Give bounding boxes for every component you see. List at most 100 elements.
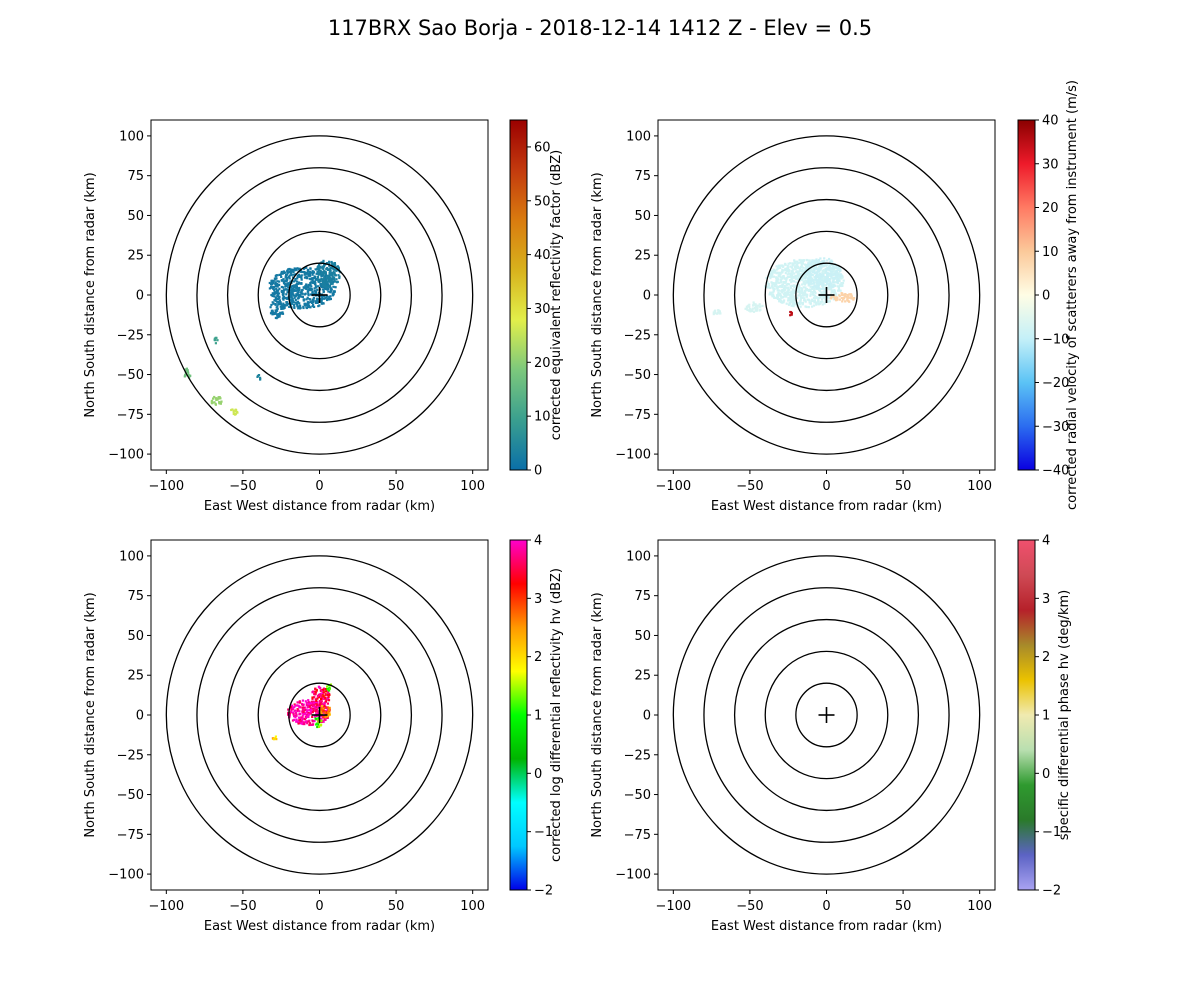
- range-ring-100km: [165, 555, 474, 875]
- x-axis-label: East West distance from radar (km): [204, 919, 435, 934]
- range-ring-80km: [196, 587, 443, 843]
- range-ring-40km: [257, 650, 382, 780]
- colorbar-tick-label: 40: [534, 248, 551, 263]
- echo-cluster-velocity-4: [712, 309, 722, 316]
- echo-cluster-reflectivity-7: [256, 374, 262, 381]
- y-tick-label: 50: [127, 209, 144, 224]
- colorbar-tick-label: 60: [534, 140, 551, 155]
- y-tick-label: 25: [127, 669, 144, 684]
- colorbar-tick-label: 2: [1042, 650, 1050, 665]
- y-tick-label: 100: [626, 549, 651, 564]
- y-tick-label: 50: [634, 629, 651, 644]
- y-tick-label: 100: [119, 129, 144, 144]
- x-tick-label: 0: [822, 899, 830, 914]
- echo-cluster-reflectivity-3: [213, 336, 219, 345]
- x-tick-label: 100: [460, 479, 485, 494]
- x-tick-label: −50: [229, 899, 256, 914]
- colorbar-tick-label: 0: [534, 464, 542, 479]
- y-tick-label: −50: [624, 368, 651, 383]
- colorbar-label: specific differential phase hv (deg/km): [1057, 590, 1072, 840]
- colorbar-tick-label: −30: [1042, 420, 1069, 435]
- x-axis-label: East West distance from radar (km): [711, 499, 942, 514]
- y-tick-label: 100: [626, 129, 651, 144]
- colorbar-tick-label: 40: [1042, 114, 1059, 129]
- x-tick-label: −100: [655, 479, 691, 494]
- x-tick-label: 100: [967, 899, 992, 914]
- x-tick-label: −100: [148, 479, 184, 494]
- colorbar-tick-label: −1: [534, 825, 553, 840]
- y-tick-label: −100: [108, 868, 144, 883]
- range-ring-80km: [703, 167, 950, 423]
- echo-cluster-velocity-2: [829, 292, 856, 303]
- colorbar-tick-label: −40: [1042, 464, 1069, 479]
- x-tick-label: 50: [895, 479, 912, 494]
- colorbar-tick-label: 20: [534, 356, 551, 371]
- y-tick-label: −50: [117, 788, 144, 803]
- y-tick-label: 25: [127, 249, 144, 264]
- colorbar-tick-label: −20: [1042, 376, 1069, 391]
- y-tick-label: 0: [136, 289, 144, 304]
- y-tick-label: 100: [119, 549, 144, 564]
- y-tick-label: −50: [624, 788, 651, 803]
- colorbar-tick-label: 1: [534, 709, 542, 724]
- echo-cluster-zdr-1: [311, 685, 331, 709]
- y-tick-label: −25: [117, 748, 144, 763]
- range-ring-20km: [288, 262, 351, 328]
- range-ring-60km: [226, 198, 413, 392]
- colorbar-tick-label: 2: [534, 650, 542, 665]
- colorbar-tick-label: 3: [1042, 592, 1050, 607]
- colorbar-tick-label: 10: [1042, 245, 1059, 260]
- figure-title: 117BRX Sao Borja - 2018-12-14 1412 Z - E…: [327, 16, 873, 40]
- colorbar-label: corrected equivalent reflectivity factor…: [549, 150, 564, 441]
- echo-cluster-velocity-1: [803, 257, 843, 291]
- colorbar-tick-label: −10: [1042, 332, 1069, 347]
- echo-cluster-velocity-5: [789, 310, 793, 317]
- data-area-zdr: [165, 555, 474, 875]
- range-ring-60km: [733, 198, 920, 392]
- x-tick-label: −50: [736, 899, 763, 914]
- colorbar-tick-label: 4: [534, 534, 542, 549]
- panel-zdr: −100 −50 0 50 100 −100 −75 −50 −25 0 25 50 75 100 East…: [83, 534, 564, 935]
- colorbar-tick-label: 20: [1042, 201, 1059, 216]
- x-tick-label: 0: [822, 479, 830, 494]
- colorbar-tick-label: 0: [534, 767, 542, 782]
- colorbar-tick-label: 50: [534, 194, 551, 209]
- x-tick-label: 50: [388, 899, 405, 914]
- colorbar-tick-label: 0: [1042, 767, 1050, 782]
- x-tick-label: −100: [655, 899, 691, 914]
- colorbar-tick-label: −1: [1042, 825, 1061, 840]
- panel-velocity: −100 −50 0 50 100−100−75−50−250255075100East…: [590, 80, 1080, 514]
- x-axis-label: East West distance from radar (km): [711, 919, 942, 934]
- x-axis-label: East West distance from radar (km): [204, 499, 435, 514]
- x-tick-label: 50: [895, 899, 912, 914]
- y-tick-label: −75: [117, 408, 144, 423]
- colorbar-tick-label: 3: [534, 592, 542, 607]
- y-tick-label: 75: [634, 169, 651, 184]
- y-tick-label: 0: [643, 289, 651, 304]
- y-tick-label: −100: [615, 448, 651, 463]
- y-tick-label: 25: [634, 669, 651, 684]
- panel-kdp: −100 −50 0 50 100 −100 −75 −50 −25 0 25 50 75 100 East…: [590, 534, 1072, 935]
- data-area-kdp: [672, 555, 981, 875]
- y-tick-label: −100: [615, 868, 651, 883]
- y-tick-label: −50: [117, 368, 144, 383]
- x-tick-label: 50: [388, 479, 405, 494]
- range-ring-20km: [795, 262, 858, 328]
- y-tick-label: 25: [634, 249, 651, 264]
- y-tick-label: −75: [624, 408, 651, 423]
- y-tick-label: 50: [127, 629, 144, 644]
- x-tick-label: 0: [315, 479, 323, 494]
- x-tick-label: 100: [967, 479, 992, 494]
- range-ring-80km: [703, 587, 950, 843]
- x-tick-label: −50: [229, 479, 256, 494]
- y-axis-label: North South distance from radar (km): [83, 592, 98, 837]
- echo-cluster-reflectivity-5: [210, 395, 223, 406]
- x-tick-label: 0: [315, 899, 323, 914]
- echo-cluster-zdr-5: [271, 735, 278, 741]
- range-ring-100km: [672, 555, 981, 875]
- y-tick-label: −75: [624, 828, 651, 843]
- colorbar-tick-label: 1: [1042, 709, 1050, 724]
- echo-cluster-reflectivity-6: [230, 408, 239, 416]
- y-axis-label: North South distance from radar (km): [83, 172, 98, 417]
